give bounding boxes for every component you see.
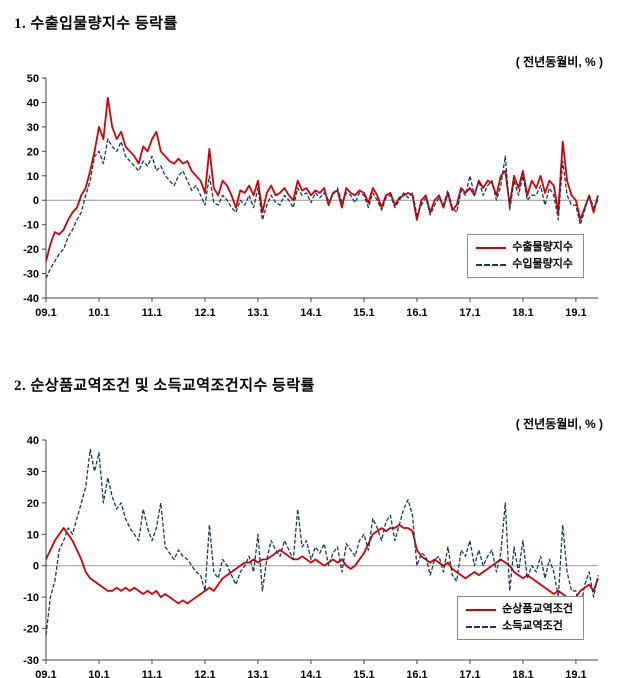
svg-text:16.1: 16.1 — [406, 307, 427, 319]
legend-item-income-terms: 소득교역조건 — [466, 618, 573, 635]
section2-title: 2. 순상품교역조건 및 소득교역조건지수 등락률 — [14, 378, 315, 394]
svg-text:17.1: 17.1 — [459, 307, 480, 319]
svg-text:-20: -20 — [23, 624, 39, 636]
svg-text:12.1: 12.1 — [194, 307, 215, 319]
svg-text:20: 20 — [27, 498, 39, 510]
svg-text:13.1: 13.1 — [247, 669, 268, 678]
section-terms-of-trade: 2. 순상품교역조건 및 소득교역조건지수 등락률 ( 전년동월비, % ) -… — [0, 362, 617, 678]
svg-text:14.1: 14.1 — [300, 307, 321, 319]
chart2-container: -30 -20 -10 0 10 20 30 40 09.1 10.1 11.1 12.1 13.1 14… — [10, 432, 606, 678]
svg-text:20: 20 — [27, 146, 39, 158]
svg-text:30: 30 — [27, 122, 39, 134]
svg-text:19.1: 19.1 — [565, 307, 586, 319]
chart1-container: -40 -30 -20 -10 0 10 20 30 40 50 09.1 10.1 11.1 12.1 1… — [10, 70, 606, 320]
svg-text:09.1: 09.1 — [35, 669, 56, 678]
legend-item-import-volume: 수입물량지수 — [476, 256, 573, 273]
svg-text:-30: -30 — [23, 655, 39, 667]
svg-text:30: 30 — [27, 466, 39, 478]
chart2-legend: 순상품교역조건 소득교역조건 — [457, 596, 584, 640]
svg-text:10: 10 — [27, 171, 39, 183]
blue-dashed-line-icon — [476, 263, 507, 266]
svg-text:40: 40 — [27, 97, 39, 109]
legend-label-income-terms: 소득교역조건 — [502, 620, 563, 632]
svg-text:-30: -30 — [23, 269, 39, 281]
section-export-import-volume: 1. 수출입물량지수 등락률 ( 전년동월비, % ) -40 -30 -20 -10… — [0, 0, 617, 320]
svg-text:19.1: 19.1 — [565, 669, 586, 678]
section1-title: 1. 수출입물량지수 등락률 — [14, 16, 178, 32]
svg-text:10: 10 — [27, 529, 39, 541]
svg-text:40: 40 — [27, 435, 39, 447]
svg-text:09.1: 09.1 — [35, 307, 56, 319]
svg-text:16.1: 16.1 — [406, 669, 427, 678]
legend-label-net-barter-terms: 순상품교역조건 — [502, 603, 573, 615]
terms-of-trade-chart: -30 -20 -10 0 10 20 30 40 09.1 10.1 11.1 12.1 13.1 14… — [23, 435, 599, 678]
red-solid-line-icon — [466, 608, 497, 611]
svg-text:15.1: 15.1 — [353, 669, 374, 678]
blue-dashed-line-icon — [466, 625, 497, 628]
svg-text:18.1: 18.1 — [512, 669, 533, 678]
svg-text:18.1: 18.1 — [512, 307, 533, 319]
svg-text:0: 0 — [33, 561, 39, 573]
legend-item-export-volume: 수출물량지수 — [476, 239, 573, 256]
svg-text:15.1: 15.1 — [353, 307, 374, 319]
svg-text:0: 0 — [33, 195, 39, 207]
legend-label-export-volume: 수출물량지수 — [512, 241, 573, 253]
svg-text:11.1: 11.1 — [142, 307, 163, 319]
svg-text:-40: -40 — [23, 293, 39, 305]
svg-text:12.1: 12.1 — [194, 669, 215, 678]
svg-text:13.1: 13.1 — [247, 307, 268, 319]
legend-item-net-barter-terms: 순상품교역조건 — [466, 601, 573, 618]
svg-text:14.1: 14.1 — [300, 669, 321, 678]
svg-text:50: 50 — [27, 73, 39, 85]
svg-text:17.1: 17.1 — [459, 669, 480, 678]
red-solid-line-icon — [476, 246, 507, 249]
svg-text:10.1: 10.1 — [88, 307, 109, 319]
svg-text:11.1: 11.1 — [142, 669, 163, 678]
unit-note-chart2: ( 전년동월비, % ) — [515, 417, 603, 431]
svg-text:-10: -10 — [23, 220, 39, 232]
volume-index-chart: -40 -30 -20 -10 0 10 20 30 40 50 09.1 10.1 11.1 12.1 1… — [23, 73, 599, 319]
svg-text:-10: -10 — [23, 592, 39, 604]
chart1-legend: 수출물량지수 수입물량지수 — [467, 234, 584, 278]
legend-label-import-volume: 수입물량지수 — [512, 258, 573, 270]
svg-text:10.1: 10.1 — [88, 669, 109, 678]
svg-text:-20: -20 — [23, 244, 39, 256]
unit-note-chart1: ( 전년동월비, % ) — [515, 55, 603, 69]
